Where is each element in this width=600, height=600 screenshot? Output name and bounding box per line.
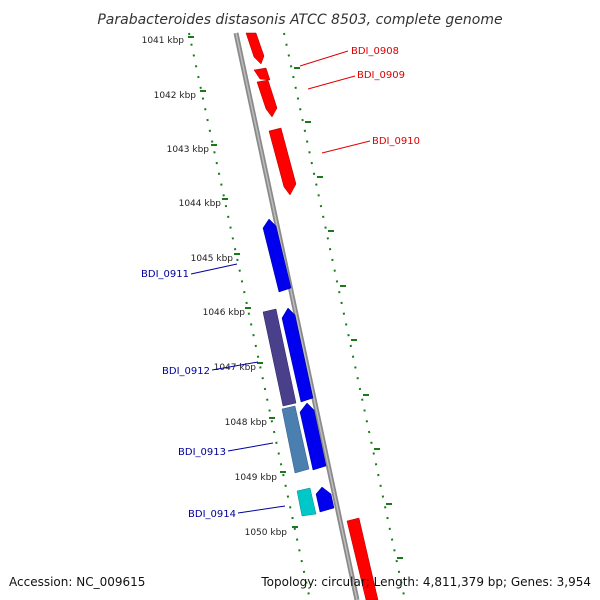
gene-arrow-bdi-0914[interactable] — [296, 487, 317, 517]
gene-arrow-bdi-0908[interactable] — [253, 67, 271, 81]
gene-arrow-bdi-0907[interactable] — [245, 32, 265, 65]
gene-label-bdi-0910[interactable]: BDI_0910 — [372, 136, 420, 147]
kbp-label-1043: 1043 kbp — [167, 145, 210, 155]
gene-arrow-bdi-0912[interactable] — [262, 308, 297, 407]
gene-arrow-bdi-0909[interactable] — [256, 79, 278, 118]
gene-label-bdi-0908[interactable]: BDI_0908 — [351, 46, 399, 57]
gene-arrow-bdi-0913b[interactable] — [299, 402, 327, 471]
kbp-label-1044: 1044 kbp — [179, 199, 222, 209]
kbp-label-1046: 1046 kbp — [203, 308, 246, 318]
kbp-label-1045: 1045 kbp — [191, 254, 234, 264]
kbp-label-1047: 1047 kbp — [214, 363, 257, 373]
kbp-label-1041: 1041 kbp — [142, 36, 185, 46]
kbp-ticks — [188, 36, 403, 559]
map-title: Parabacteroides distasonis ATCC 8503, co… — [97, 12, 502, 28]
reverse-callouts — [190, 263, 286, 514]
gene-label-bdi-0914[interactable]: BDI_0914 — [188, 509, 236, 520]
kbp-label-1048: 1048 kbp — [225, 418, 268, 428]
gene-arrow-bdi-0911[interactable] — [262, 218, 292, 293]
gene-arrow-bdi-0914b[interactable] — [315, 486, 335, 513]
genome-backbone-highlight — [235, 32, 358, 600]
gene-label-bdi-0913[interactable]: BDI_0913 — [178, 447, 226, 458]
gene-arrow-bdi-0912b[interactable] — [281, 307, 314, 403]
gene-arrow-bdi-0913[interactable] — [281, 405, 310, 474]
gene-arrow-bdi-0910[interactable] — [268, 127, 297, 196]
forward-callouts — [299, 50, 371, 154]
gene-label-bdi-0912[interactable]: BDI_0912 — [162, 366, 210, 377]
kbp-label-1042: 1042 kbp — [154, 91, 197, 101]
gene-label-bdi-0911[interactable]: BDI_0911 — [141, 269, 189, 280]
accession-text: Accession: NC_009615 — [9, 575, 145, 589]
gene-arrow-bdi-0915[interactable] — [346, 517, 379, 600]
gene-label-bdi-0909[interactable]: BDI_0909 — [357, 70, 405, 81]
genome-summary-text: Topology: circular; Length: 4,811,379 bp… — [260, 575, 591, 589]
kbp-label-1049: 1049 kbp — [235, 473, 278, 483]
kbp-label-1050: 1050 kbp — [245, 528, 288, 538]
